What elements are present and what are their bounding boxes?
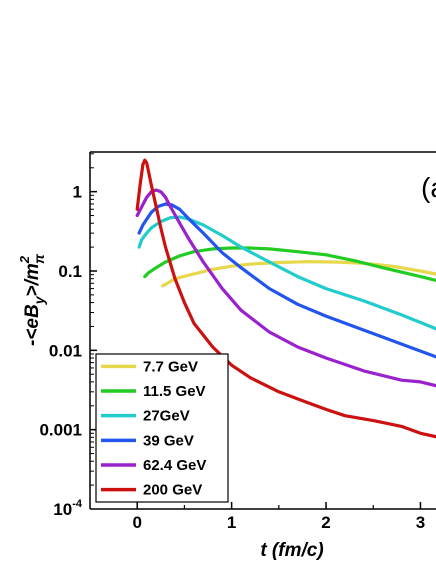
y-tick-label-4: 10-4: [53, 498, 83, 519]
series-line-2: [137, 215, 436, 331]
y-axis-title-sub: y: [31, 295, 47, 305]
x-tick-label-1: 1: [227, 513, 236, 532]
x-tick-label-0: 0: [132, 513, 141, 532]
y-tick-label-0: 1: [73, 183, 82, 202]
series-line-5: [135, 158, 436, 439]
legend-label-2: 27GeV: [143, 408, 190, 425]
series-group: [135, 158, 436, 439]
y-axis-title-mid: >/m: [22, 263, 43, 296]
series-line-0: [161, 260, 436, 288]
x-axis-ticks: 0 1 2 3: [132, 502, 425, 532]
series-line-1: [143, 246, 436, 283]
legend-label-5: 200 GeV: [143, 482, 202, 499]
y-tick-label-3: 0.001: [39, 421, 82, 440]
y-tick-label-2: 0.01: [49, 341, 82, 360]
legend-label-1: 11.5 GeV: [143, 383, 206, 400]
legend-label-3: 39 GeV: [143, 432, 194, 449]
legend: 7.7 GeV 11.5 GeV 27GeV 39 GeV 62.4 GeV 200 Ge…: [95, 353, 229, 503]
y-axis-title-pi: π: [31, 253, 47, 264]
panel-label: (a: [421, 172, 436, 203]
legend-box: [95, 353, 229, 503]
legend-label-4: 62.4 GeV: [143, 457, 206, 474]
x-tick-label-2: 2: [321, 513, 330, 532]
x-axis-title: t (fm/c): [260, 540, 323, 561]
y-axis-title-main: -<eB: [22, 304, 43, 346]
y-tick-label-1: 0.1: [58, 262, 82, 281]
series-line-4: [135, 188, 436, 388]
x-tick-label-3: 3: [416, 513, 425, 532]
series-line-3: [137, 202, 436, 359]
y-axis-title-sup: 2: [17, 255, 32, 264]
y-axis-title: -<eBy>/m2π: [17, 253, 47, 346]
legend-label-0: 7.7 GeV: [143, 358, 198, 375]
y-axis-ticks: 1 0.1 0.01 0.001 10-4: [39, 153, 97, 519]
